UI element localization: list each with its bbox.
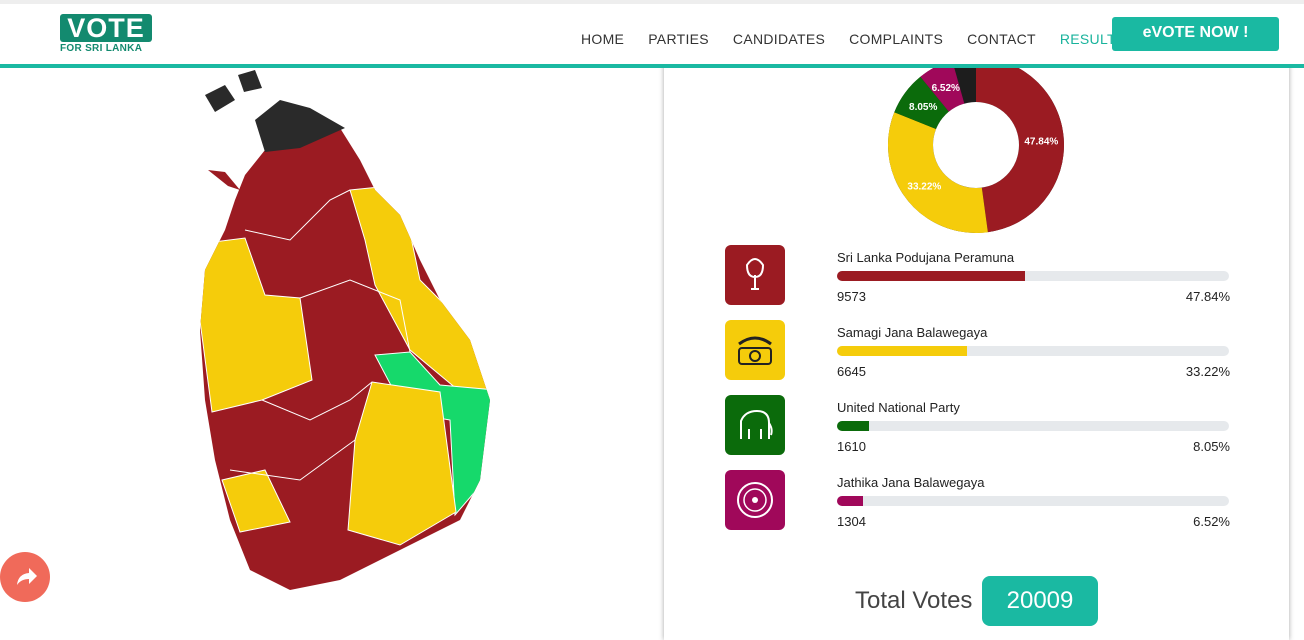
map-district: [255, 100, 345, 152]
party-name: Samagi Jana Balawegaya: [837, 325, 988, 340]
total-label: Total Votes: [855, 587, 973, 614]
bar: [837, 421, 869, 431]
party-votes: 9573: [837, 289, 866, 304]
page: 47.84% 33.22% 8.05% 6.52% Sri Lanka Podujan…: [0, 0, 1304, 626]
party-icon: [725, 320, 785, 380]
bar: [837, 346, 968, 356]
party-percent: 6.52%: [1193, 514, 1230, 529]
bar-track: [837, 271, 1229, 281]
party-votes: 1610: [837, 439, 866, 454]
party-name: United National Party: [837, 400, 960, 415]
bar-track: [837, 496, 1229, 506]
nav-links: HOME PARTIES CANDIDATES COMPLAINTS CONTACT RE…: [581, 31, 1150, 47]
map-border: [244, 189, 351, 241]
party-votes: 6645: [837, 364, 866, 379]
party-percent: 8.05%: [1193, 439, 1230, 454]
party-percent: 33.22%: [1185, 364, 1230, 379]
donut-segment: [976, 57, 1065, 233]
donut-segment: [894, 76, 949, 130]
map-island: [238, 70, 262, 92]
map-island: [205, 85, 235, 112]
party-icon: [725, 395, 785, 455]
logo[interactable]: VOTE FOR SRI LANKA: [60, 14, 152, 54]
nav-link[interactable]: PARTIES: [648, 31, 709, 47]
party-icon: [725, 470, 785, 530]
party-symbol: [738, 336, 772, 365]
bar-track: [837, 346, 1229, 356]
party-symbol: [737, 482, 773, 518]
nav-link[interactable]: CANDIDATES: [732, 31, 826, 47]
donut-hole: [933, 102, 1019, 188]
party-votes: 1304: [837, 514, 866, 529]
donut-label: 6.52%: [932, 83, 960, 94]
party-name: Jathika Jana Balawegaya: [837, 475, 985, 490]
party-row: Jathika Jana Balawegaya 1304 6.52%: [725, 470, 1230, 530]
share-icon: [17, 568, 37, 585]
donut-label: 8.05%: [909, 102, 937, 113]
map-border: [229, 439, 356, 481]
donut-segment: [920, 60, 965, 112]
logo-title: VOTE: [60, 14, 152, 43]
navbar: VOTE FOR SRI LANKA HOME PARTIES CANDIDATES…: [0, 0, 1304, 68]
cta-button[interactable]: eVOTE NOW !: [1112, 17, 1279, 51]
party-row: Sri Lanka Podujana Peramuna 9573 47.84%: [725, 245, 1230, 305]
map-border: [299, 279, 411, 353]
party-symbol: [745, 258, 765, 290]
nav-link[interactable]: RESULTS: [1059, 31, 1126, 47]
party-row: Samagi Jana Balawegaya 6645 33.22%: [725, 320, 1230, 380]
map: [200, 70, 490, 590]
donut-chart: 47.84% 33.22% 8.05% 6.52%: [887, 57, 1065, 234]
map-district: [200, 237, 313, 413]
donut-label: 47.84%: [1024, 137, 1058, 148]
total-votes: 20009: [982, 576, 1098, 626]
bar-track: [837, 421, 1229, 431]
donut-segment: [887, 112, 988, 234]
party-icon: [725, 245, 785, 305]
nav-link[interactable]: CONTACT: [967, 31, 1036, 47]
party-name: Sri Lanka Podujana Peramuna: [837, 250, 1015, 265]
party-row: United National Party 1610 8.05%: [725, 395, 1230, 455]
nav-link[interactable]: HOME: [581, 31, 625, 47]
bar: [837, 496, 863, 506]
map-island: [208, 170, 240, 190]
party-symbol: [740, 409, 773, 439]
logo-subtitle: FOR SRI LANKA: [60, 43, 143, 54]
donut-label: 33.22%: [907, 181, 941, 192]
bar: [837, 271, 1025, 281]
party-percent: 47.84%: [1185, 289, 1230, 304]
share-button[interactable]: [0, 552, 50, 602]
nav-link[interactable]: COMPLAINTS: [849, 31, 944, 47]
map-border: [261, 381, 373, 421]
